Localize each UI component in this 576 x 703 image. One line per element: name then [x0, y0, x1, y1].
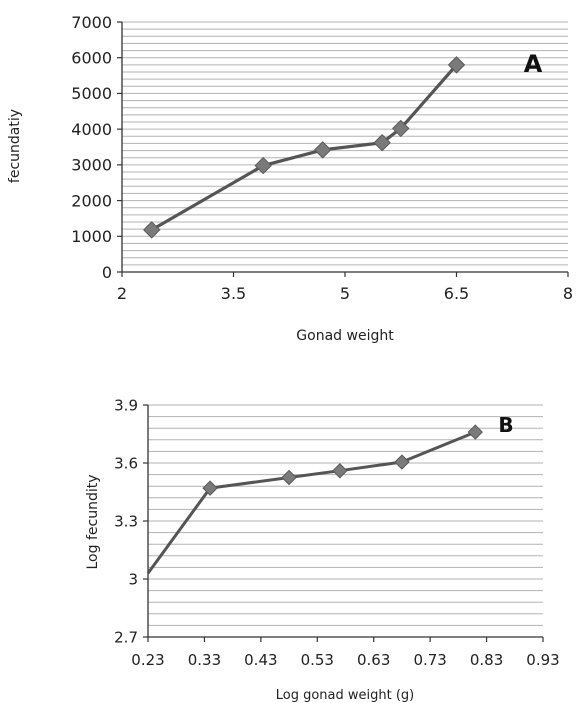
chart-b-grid: [148, 404, 543, 626]
data-point-marker: [202, 480, 218, 496]
y-tick-label: 5000: [71, 84, 112, 103]
x-tick-label: 5: [340, 284, 350, 303]
chart-a-y-ticks: 0 1000 2000 3000 4000 5000 6000 7000: [71, 13, 122, 282]
data-point-marker: [332, 463, 348, 479]
series-line: [150, 63, 458, 232]
y-tick-label: 6000: [71, 48, 112, 67]
data-point-marker: [143, 221, 161, 239]
chart-a-series: [143, 56, 466, 239]
data-point-marker: [467, 424, 483, 440]
chart-b-panel-label: B: [498, 413, 513, 437]
chart-b: 2.733.33.63.9 0.23 0.33 0.43 0.53 0.63 0.73 0.…: [85, 396, 560, 703]
x-tick-label: 2: [117, 284, 127, 303]
chart-b-x-ticks: 0.23 0.33 0.43 0.53 0.63 0.73 0.83 0.93: [131, 637, 560, 669]
chart-b-x-axis-label: Log gonad weight (g): [276, 688, 415, 703]
data-point-marker: [447, 56, 466, 74]
data-point-marker: [373, 134, 391, 152]
data-point-marker: [394, 454, 410, 470]
y-tick-label: 3: [128, 570, 138, 588]
chart-a-panel-label: A: [524, 50, 543, 78]
y-tick-label: 0: [102, 263, 112, 282]
y-tick-label: 3.6: [114, 454, 138, 472]
y-tick-label: 2000: [71, 191, 112, 210]
x-tick-label: 6.5: [444, 284, 469, 303]
x-tick-label: 0.53: [301, 651, 334, 669]
y-tick-label: 3.9: [114, 396, 138, 414]
y-tick-label: 2.7: [114, 628, 138, 646]
x-tick-label: 0.93: [526, 651, 559, 669]
y-tick-label: 4000: [71, 120, 112, 139]
x-tick-label: 0.73: [413, 651, 446, 669]
y-tick-label: 3.3: [114, 512, 138, 530]
series-line: [146, 430, 476, 575]
y-tick-label: 3000: [71, 156, 112, 175]
x-tick-label: 0.43: [244, 651, 277, 669]
data-point-marker: [392, 119, 410, 138]
chart-b-series: [146, 424, 483, 575]
chart-a-y-axis-label: fecundatiy: [7, 109, 23, 183]
data-point-marker: [313, 141, 332, 159]
x-tick-label: 8: [563, 284, 573, 303]
x-tick-label: 0.23: [131, 651, 164, 669]
chart-a-x-ticks: 2 3.5 5 6.5 8: [117, 272, 573, 303]
x-tick-label: 3.5: [221, 284, 246, 303]
y-tick-label: 7000: [71, 13, 112, 32]
x-tick-label: 0.33: [188, 651, 221, 669]
x-tick-label: 0.63: [357, 651, 390, 669]
x-tick-label: 0.83: [470, 651, 503, 669]
chart-b-y-ticks: 2.7 3 3.3 3.6 3.9: [114, 396, 148, 646]
chart-a-x-axis-label: Gonad weight: [296, 328, 394, 344]
y-tick-label: 1000: [71, 227, 112, 246]
chart-b-y-axis-label: Log fecundity: [85, 475, 101, 570]
data-point-marker: [281, 469, 297, 486]
data-point-marker: [254, 156, 272, 175]
chart-a-grid: [122, 21, 568, 266]
